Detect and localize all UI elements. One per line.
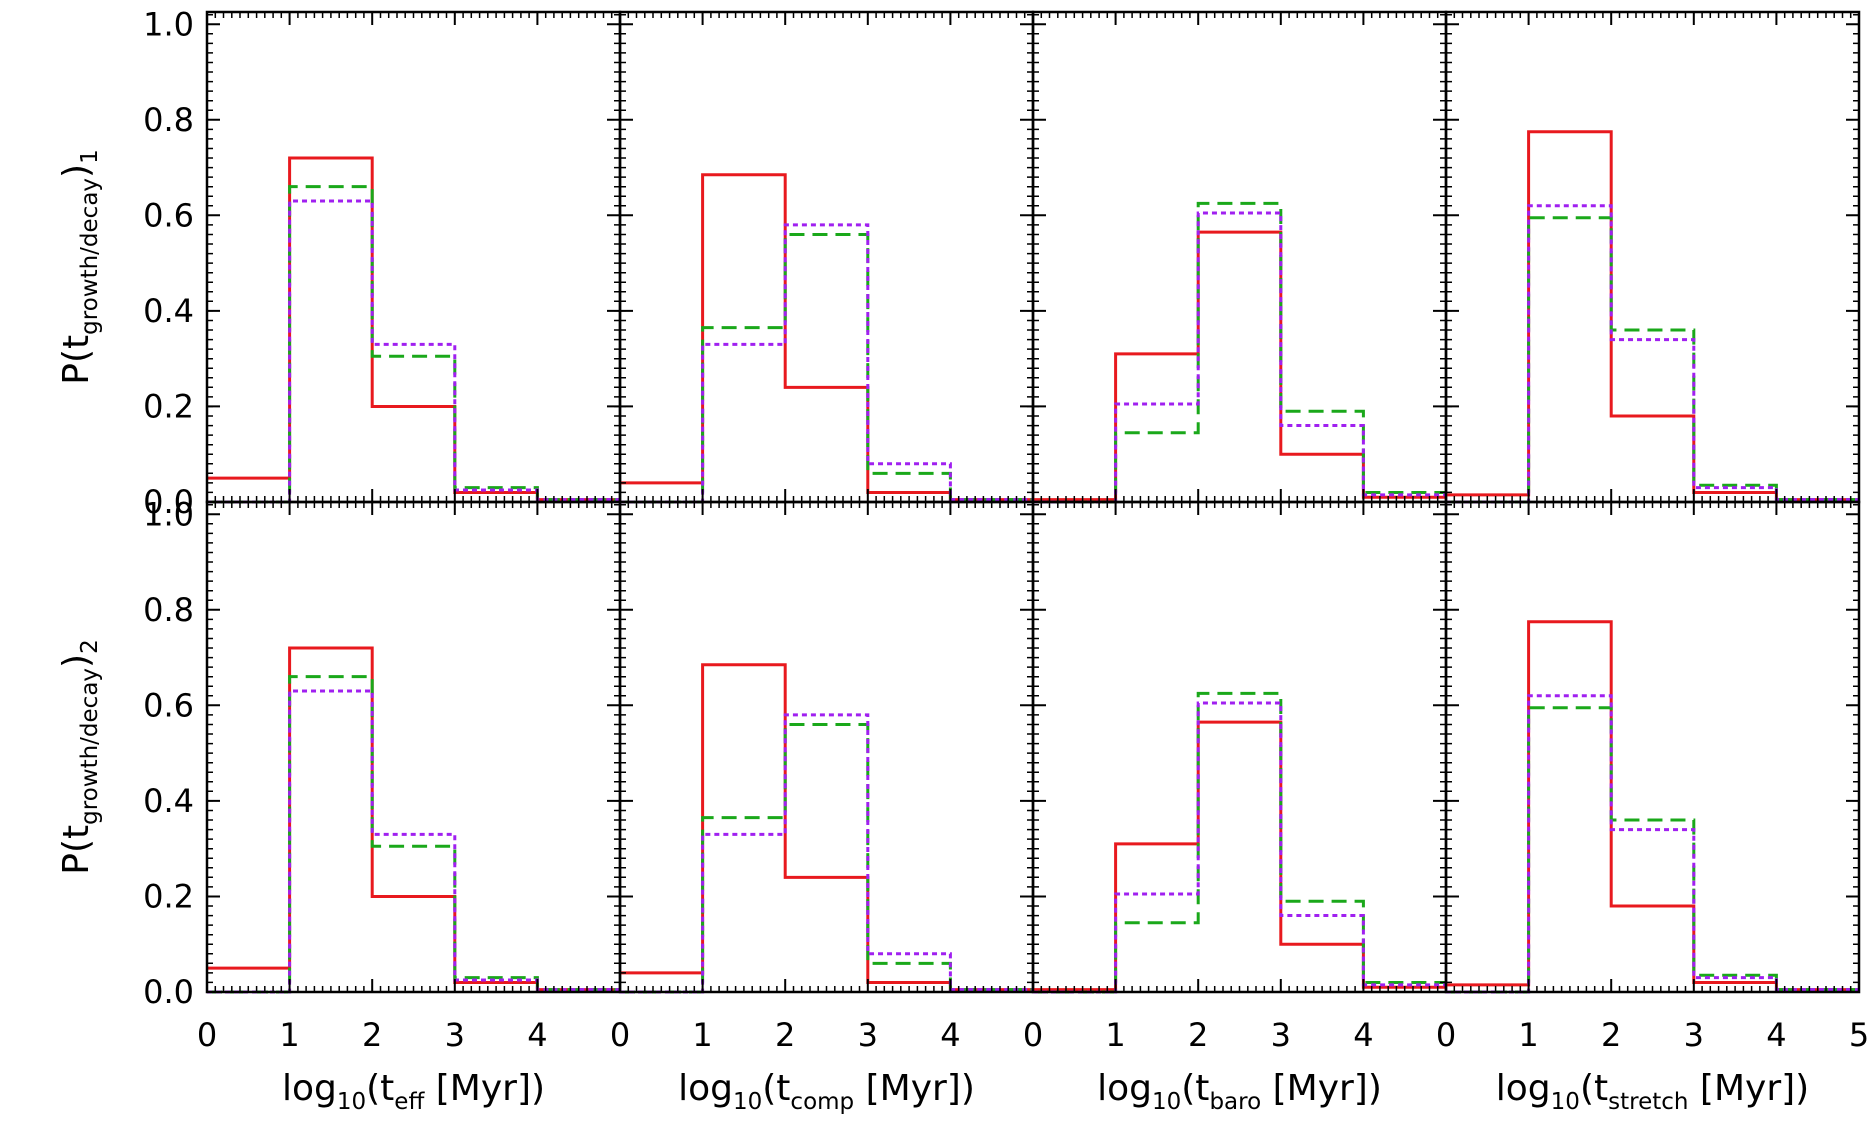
minor-ticks-row2-tcomp bbox=[620, 502, 1034, 992]
x-tick-label-col4-1: 1 bbox=[1518, 1016, 1538, 1054]
series-solid-row2-tstretch bbox=[1446, 620, 1859, 992]
x-axis-label-col1: log10(teff [Myr]) bbox=[282, 1068, 545, 1115]
x-tick-label-col2-4: 4 bbox=[940, 1016, 960, 1054]
y-tick-label-row1-5: 1.0 bbox=[143, 5, 194, 43]
series-dashed-row1-tstretch bbox=[1446, 216, 1859, 504]
major-ticks-row1-tbaro bbox=[1033, 12, 1446, 502]
y-tick-label-row2-1: 0.2 bbox=[143, 877, 194, 915]
series-dashed-row2-tbaro bbox=[1033, 691, 1446, 994]
x-tick-label-col1-3: 3 bbox=[445, 1016, 465, 1054]
x-tick-label-col4-3: 3 bbox=[1684, 1016, 1704, 1054]
series-dashed-row1-tcomp bbox=[620, 232, 1033, 504]
x-axis-label-col4: log10(tstretch [Myr]) bbox=[1496, 1068, 1809, 1115]
panel-row1-tstretch bbox=[1444, 10, 1861, 504]
series-solid-row2-tcomp bbox=[620, 663, 1033, 992]
y-tick-label-row1-3: 0.6 bbox=[143, 196, 194, 234]
series-dotted-row2-teff bbox=[207, 689, 620, 994]
x-tick-label-col1-2: 2 bbox=[362, 1016, 382, 1054]
series-solid-row1-tcomp bbox=[620, 173, 1033, 502]
series-solid-row1-tbaro bbox=[1033, 230, 1446, 502]
series-dotted-row2-tbaro bbox=[1033, 701, 1446, 994]
series-dotted-row1-tcomp bbox=[620, 223, 1033, 504]
x-tick-label-col4-4: 4 bbox=[1766, 1016, 1786, 1054]
panel-row1-tbaro bbox=[1031, 10, 1448, 504]
series-dotted-row1-tstretch bbox=[1446, 204, 1859, 504]
series-dotted-row2-tcomp bbox=[620, 713, 1033, 994]
minor-ticks-row1-teff bbox=[207, 12, 621, 502]
y-tick-label-row1-4: 0.8 bbox=[143, 101, 194, 139]
x-tick-label-col2-1: 1 bbox=[692, 1016, 712, 1054]
panel-row2-tbaro bbox=[1031, 500, 1448, 994]
x-tick-label-col2-2: 2 bbox=[775, 1016, 795, 1054]
y-tick-label-row1-0: 0.0 bbox=[143, 483, 194, 521]
panels-layer bbox=[205, 10, 1861, 994]
x-tick-label-col3-0: 0 bbox=[1023, 1016, 1043, 1054]
y-axis-label-row1: P(tgrowth/decay)1 bbox=[56, 149, 103, 384]
series-solid-row1-teff bbox=[207, 156, 620, 502]
x-tick-label-col2-3: 3 bbox=[858, 1016, 878, 1054]
major-ticks-row2-tcomp bbox=[620, 502, 1033, 992]
panel-row1-teff bbox=[205, 10, 622, 504]
panel-row2-teff bbox=[205, 500, 622, 994]
x-tick-label-col1-1: 1 bbox=[279, 1016, 299, 1054]
y-tick-label-row2-2: 0.4 bbox=[143, 782, 194, 820]
minor-ticks-row2-teff bbox=[207, 502, 621, 992]
x-tick-label-col4-0: 0 bbox=[1436, 1016, 1456, 1054]
panel-frame-row2-tcomp bbox=[618, 500, 1035, 994]
x-tick-label-col1-0: 0 bbox=[197, 1016, 217, 1054]
x-axis-label-col2: log10(tcomp [Myr]) bbox=[678, 1068, 975, 1115]
major-ticks-row2-tstretch bbox=[1446, 502, 1859, 992]
series-solid-row2-tbaro bbox=[1033, 720, 1446, 992]
panel-frame-row2-tstretch bbox=[1444, 500, 1861, 994]
x-tick-label-col3-3: 3 bbox=[1271, 1016, 1291, 1054]
x-tick-label-col3-4: 4 bbox=[1353, 1016, 1373, 1054]
panel-row2-tstretch bbox=[1444, 500, 1861, 994]
panel-frame-row2-teff bbox=[205, 500, 622, 994]
panel-row1-tcomp bbox=[618, 10, 1035, 504]
x-tick-label-col2-0: 0 bbox=[610, 1016, 630, 1054]
major-ticks-row1-tstretch bbox=[1446, 12, 1859, 502]
minor-ticks-row2-tstretch bbox=[1446, 502, 1860, 992]
panel-frame-row1-teff bbox=[205, 10, 622, 504]
major-ticks-row1-teff bbox=[207, 12, 620, 502]
series-solid-row1-tstretch bbox=[1446, 130, 1859, 502]
labels-layer: 0.00.20.40.60.81.00.00.20.40.60.81.00 1 2 3… bbox=[56, 5, 1869, 1115]
series-dashed-row2-tstretch bbox=[1446, 706, 1859, 994]
minor-ticks-row1-tcomp bbox=[620, 12, 1034, 502]
major-ticks-row2-tbaro bbox=[1033, 502, 1446, 992]
panel-frame-row1-tcomp bbox=[618, 10, 1035, 504]
series-dotted-row2-tstretch bbox=[1446, 694, 1859, 994]
panel-frame-row2-tbaro bbox=[1031, 500, 1448, 994]
x-tick-label-col3-1: 1 bbox=[1105, 1016, 1125, 1054]
y-tick-label-row2-0: 0.0 bbox=[143, 973, 194, 1011]
x-tick-label-col4-2: 2 bbox=[1601, 1016, 1621, 1054]
minor-ticks-row1-tbaro bbox=[1033, 12, 1447, 502]
series-dotted-row1-teff bbox=[207, 199, 620, 504]
y-tick-label-row2-3: 0.6 bbox=[143, 686, 194, 724]
y-tick-label-row2-4: 0.8 bbox=[143, 591, 194, 629]
series-dotted-row1-tbaro bbox=[1033, 211, 1446, 504]
series-solid-row2-teff bbox=[207, 646, 620, 992]
series-dashed-row2-tcomp bbox=[620, 722, 1033, 994]
x-axis-label-col3: log10(tbaro [Myr]) bbox=[1097, 1068, 1382, 1115]
major-ticks-row1-tcomp bbox=[620, 12, 1033, 502]
x-tick-label-col3-2: 2 bbox=[1188, 1016, 1208, 1054]
x-tick-label-col1-4: 4 bbox=[527, 1016, 547, 1054]
panel-row2-tcomp bbox=[618, 500, 1035, 994]
y-tick-label-row2-5: 1.0 bbox=[143, 495, 194, 533]
y-axis-label-row2: P(tgrowth/decay)2 bbox=[56, 639, 103, 874]
x-tick-label-col4-5: 5 bbox=[1849, 1016, 1869, 1054]
minor-ticks-row1-tstretch bbox=[1446, 12, 1860, 502]
panel-frame-row1-tstretch bbox=[1444, 10, 1861, 504]
panel-frame-row1-tbaro bbox=[1031, 10, 1448, 504]
y-tick-label-row1-2: 0.4 bbox=[143, 292, 194, 330]
major-ticks-row2-teff bbox=[207, 502, 620, 992]
y-tick-label-row1-1: 0.2 bbox=[143, 387, 194, 425]
minor-ticks-row2-tbaro bbox=[1033, 502, 1447, 992]
series-dashed-row1-tbaro bbox=[1033, 201, 1446, 504]
